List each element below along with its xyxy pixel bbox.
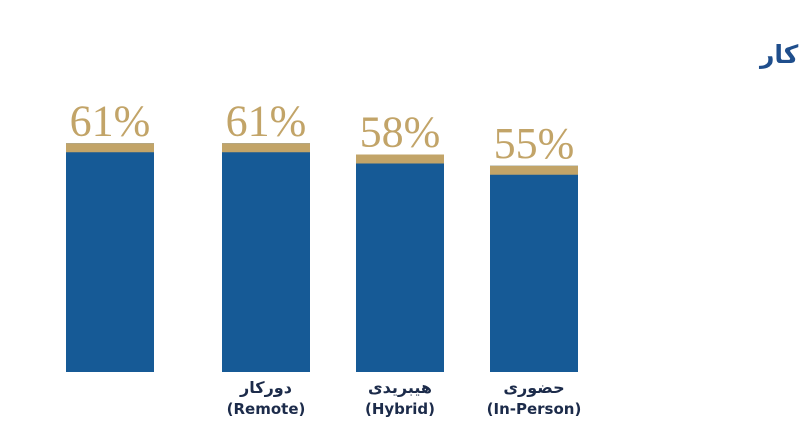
chart-title: نرخ ارتباط با محیط کار xyxy=(758,40,800,70)
bar xyxy=(356,154,444,372)
bar xyxy=(490,165,578,372)
category-sublabel: (Hybrid) xyxy=(365,400,435,418)
category-label: هیبریدی xyxy=(368,378,432,397)
value-label: 61% xyxy=(70,96,151,145)
category-sublabel: (Remote) xyxy=(227,400,306,418)
value-label: 61% xyxy=(226,96,307,145)
category-label: حضوری xyxy=(503,378,564,397)
value-label: 58% xyxy=(360,108,441,157)
bar-cap xyxy=(356,154,444,164)
category-label: دورکار xyxy=(239,378,292,397)
bar-cap xyxy=(66,143,154,153)
bar-cap xyxy=(490,165,578,175)
value-label: 55% xyxy=(494,119,575,168)
bar xyxy=(66,143,154,372)
bar-cap xyxy=(222,143,310,153)
category-sublabel: (In-Person) xyxy=(487,400,582,418)
bar xyxy=(222,143,310,372)
